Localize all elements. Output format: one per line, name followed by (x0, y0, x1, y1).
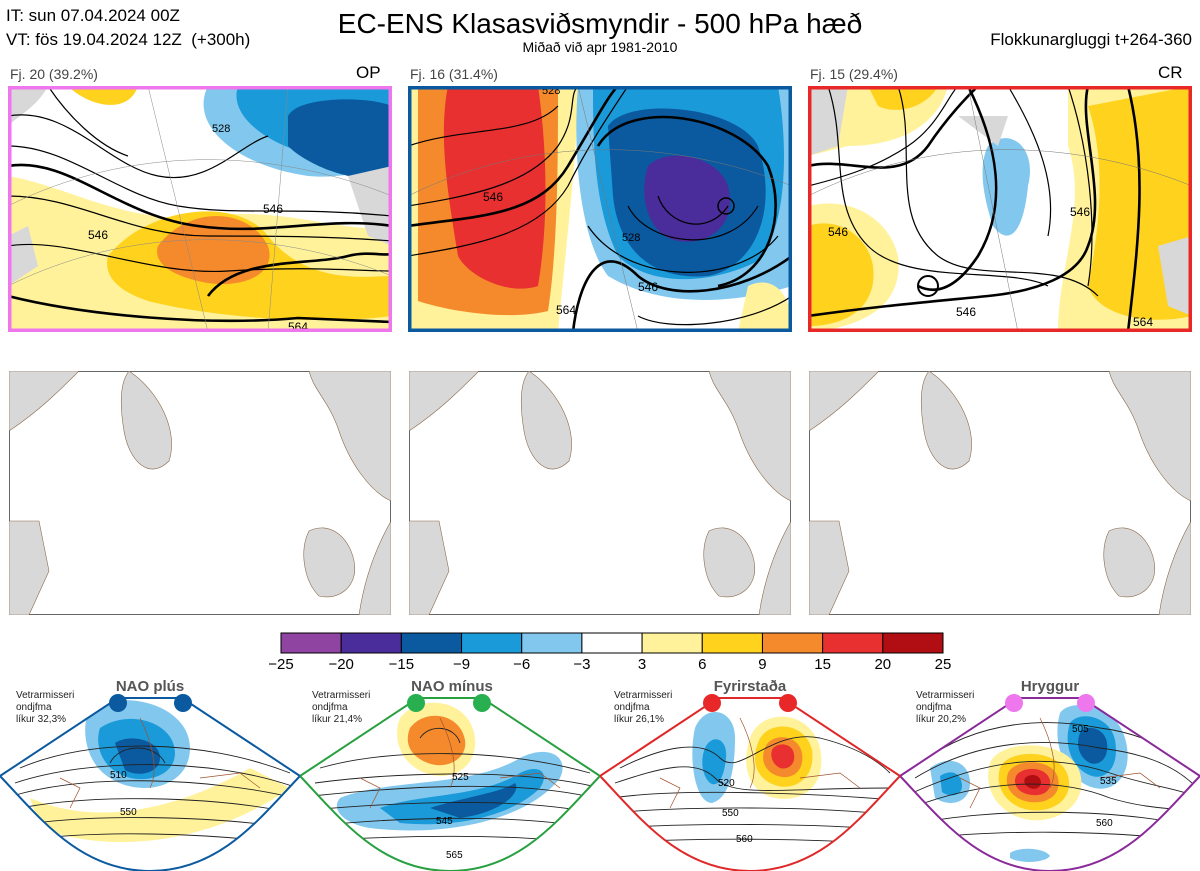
regime-1-info: Vetrarmisseri ondjfma líkur 32,3% (16, 690, 75, 725)
regime-4-dot-right (1077, 694, 1095, 712)
colorbar-tick-label: 15 (814, 656, 831, 673)
page-title: EC-ENS Klasasviðsmyndir - 500 hPa hæð (337, 8, 863, 39)
regime-3-contour-a: 520 (718, 778, 735, 789)
valid-time: VT: fös 19.04.2024 12Z (+300h) (6, 30, 251, 49)
cluster-1-contour-a: 546 (263, 202, 283, 216)
colorbar-tick-label: −9 (452, 656, 471, 673)
cluster-3-contour-a: 546 (828, 225, 848, 239)
colorbar-swatch (882, 632, 944, 654)
cluster-1-border (8, 86, 392, 332)
cluster-2-contour-c: 528 (622, 232, 640, 244)
basemap-3 (809, 371, 1191, 615)
regime-2-contour-c: 565 (446, 850, 463, 861)
cluster-1-contour-b: 546 (88, 228, 108, 242)
cluster-2-label: Fj. 16 (31.4%) (410, 66, 498, 82)
regime-2: Vetrarmisseri ondjfma líkur 21,4% NAO mínu… (300, 678, 600, 871)
colorbar-tick-label: 20 (874, 656, 892, 673)
cluster-3-map[interactable]: 546 546 546 564 (808, 86, 1192, 332)
colorbar-swatch (461, 632, 523, 654)
colorbar-tick-label: 3 (637, 656, 647, 673)
regime-4-contour-c: 560 (1096, 818, 1113, 829)
regime-3-name: Fyrirstaða (713, 678, 787, 695)
cluster-1-label: Fj. 20 (39.2%) (10, 66, 98, 82)
regime-4-name: Hryggur (1020, 678, 1080, 695)
regime-2-info: Vetrarmisseri ondjfma líkur 21,4% (312, 690, 371, 725)
colorbar-swatch (340, 632, 402, 654)
regime-4-info: Vetrarmisseri ondjfma líkur 20,2% (916, 690, 975, 725)
cluster-2-contour-a: 546 (483, 190, 503, 204)
colorbar-tick-label: −6 (513, 656, 531, 673)
cluster-1-tag: OP (356, 63, 381, 82)
regime-1: Vetrarmisseri ondjfma líkur 32,3% NAO plús… (0, 678, 300, 871)
regime-3-info: Vetrarmisseri ondjfma líkur 26,1% (614, 690, 673, 725)
colorbar-tick-label: −3 (573, 656, 591, 673)
colorbar-tick-label: −25 (268, 656, 294, 673)
colorbar-swatch (822, 632, 884, 654)
cluster-3-label: Fj. 15 (29.4%) (810, 66, 898, 82)
regime-1-contour-a: 510 (110, 770, 127, 781)
regime-4-contour-b: 535 (1100, 776, 1117, 787)
regime-2-contour-a: 525 (452, 772, 469, 783)
cluster-3-contour-b: 546 (1070, 205, 1090, 219)
cluster-1-contour-c: 528 (212, 123, 230, 135)
regime-1-dot-right (174, 694, 192, 712)
colorbar-swatch (641, 632, 703, 654)
colorbar-tick-label: −15 (388, 656, 415, 673)
regime-2-contour-b: 545 (436, 816, 453, 827)
colorbar-tick-label: 6 (698, 656, 707, 673)
regime-3-dot-right (779, 694, 797, 712)
cluster-2-contour-e: 564 (556, 303, 576, 317)
colorbar-swatch (701, 632, 763, 654)
cluster-2-map[interactable]: 546 528 528 546 564 (408, 86, 792, 332)
colorbar-tick-label: −20 (328, 656, 354, 673)
cluster-2-contour-d: 546 (638, 280, 658, 294)
regime-1-contour-b: 550 (120, 807, 137, 818)
regime-3-contour-c: 560 (736, 834, 753, 845)
cluster-3-tag: CR (1158, 63, 1183, 82)
regime-2-dot-left (407, 694, 425, 712)
colorbar (280, 632, 944, 654)
cluster-3-border (808, 86, 1192, 332)
page-subtitle: Miðað við apr 1981-2010 (522, 39, 678, 55)
init-time: IT: sun 07.04.2024 00Z (6, 6, 180, 25)
basemap-2 (409, 371, 791, 615)
colorbar-swatch (581, 632, 643, 654)
regime-3-contour-b: 550 (722, 808, 739, 819)
regime-3: Vetrarmisseri ondjfma líkur 26,1% Fyrirsta… (600, 678, 900, 871)
colorbar-tick-label: 25 (934, 656, 952, 673)
colorbar-swatch (761, 632, 824, 654)
basemap-1 (9, 371, 391, 615)
colorbar-ticks: −25 −20 −15 −9 −6 −3 3 6 9 15 20 25 (268, 656, 951, 676)
regime-4: Vetrarmisseri ondjfma líkur 20,2% Hryggur (900, 678, 1200, 871)
cluster-window: Flokkunargluggi t+264-360 (990, 30, 1192, 49)
cluster-2-border (408, 86, 792, 332)
regime-1-name: NAO plús (115, 678, 185, 695)
regime-2-name: NAO mínus (411, 678, 493, 695)
run-info: IT: sun 07.04.2024 00Z VT: fös 19.04.202… (6, 4, 250, 52)
cluster-2-contour-b: 528 (542, 86, 560, 97)
regime-4-contour-a: 505 (1072, 724, 1089, 735)
colorbar-swatch (400, 632, 463, 654)
regime-4-dot-left (1005, 694, 1023, 712)
colorbar-tick-label: 9 (758, 656, 767, 673)
cluster-3-contour-c: 546 (956, 305, 976, 319)
regime-2-dot-right (473, 694, 491, 712)
colorbar-swatch (280, 632, 342, 654)
regime-3-dot-left (703, 694, 721, 712)
cluster-3-contour-d: 564 (1133, 315, 1153, 329)
regime-1-dot-left (109, 694, 127, 712)
cluster-1-map[interactable]: 546 546 528 564 (8, 86, 392, 332)
colorbar-swatch (521, 632, 583, 654)
